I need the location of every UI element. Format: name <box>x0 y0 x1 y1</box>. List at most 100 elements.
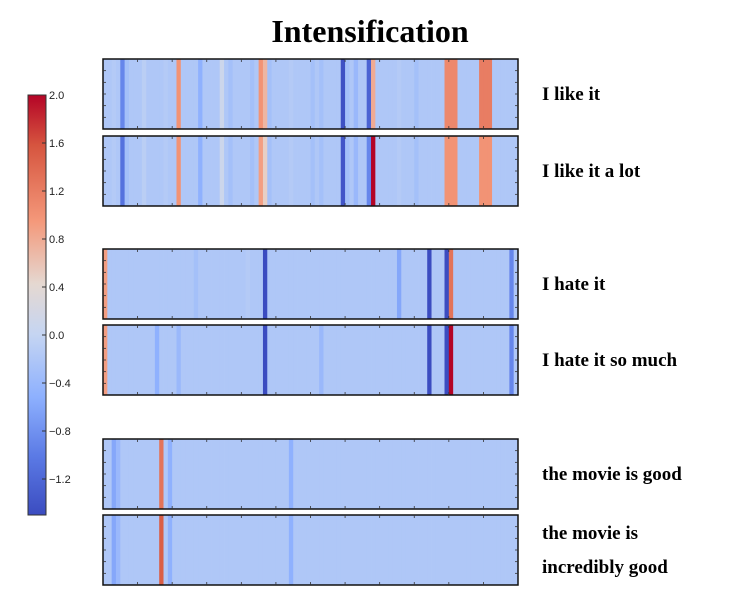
heatmap-cell <box>366 325 372 395</box>
row-label: I like it <box>542 84 601 105</box>
heatmap-cell <box>293 249 298 319</box>
heatmap-cell <box>224 136 229 206</box>
heatmap-cell <box>198 515 203 585</box>
heatmap-cell <box>500 325 506 395</box>
heatmap-cell <box>444 515 450 585</box>
heatmap-cell <box>293 59 298 129</box>
heatmap-cell <box>215 59 221 129</box>
heatmap-cell <box>107 515 113 585</box>
heatmap-cell <box>150 439 156 509</box>
heatmap-cell <box>267 439 272 509</box>
heatmap-cell <box>146 325 151 395</box>
heatmap-cell <box>409 136 415 206</box>
heatmap-cell <box>271 515 277 585</box>
heatmap-cell <box>258 249 264 319</box>
heatmap-cell <box>249 59 255 129</box>
heatmap-cell <box>396 136 402 206</box>
heatmap-cell <box>237 439 242 509</box>
heatmap-cell <box>150 59 156 129</box>
heatmap-cell <box>466 325 471 395</box>
heatmap-cell <box>349 136 355 206</box>
heatmap-cell <box>301 439 307 509</box>
heatmap-cell <box>275 136 281 206</box>
heatmap-cell <box>146 136 151 206</box>
heatmap-cell <box>418 59 424 129</box>
heatmap-cell <box>237 325 242 395</box>
heatmap-cell <box>262 136 268 206</box>
heatmap-cell <box>332 59 337 129</box>
heatmap-cell <box>496 59 502 129</box>
heatmap-cell <box>267 136 272 206</box>
heatmap-cell <box>336 249 342 319</box>
heatmap-cell <box>336 325 342 395</box>
heatmap-cell <box>111 249 117 319</box>
heatmap-cell <box>496 325 502 395</box>
heatmap-cell <box>137 515 143 585</box>
heatmap-cell <box>466 59 471 129</box>
heatmap-cell <box>128 249 134 319</box>
heatmap-cell <box>137 249 143 319</box>
heatmap-cell <box>215 136 221 206</box>
heatmap-cell <box>202 136 208 206</box>
heatmap-cell <box>496 515 502 585</box>
heatmap-cell <box>258 59 264 129</box>
heatmap-cell <box>219 249 225 319</box>
heatmap-cell <box>271 325 277 395</box>
heatmap-cell <box>371 439 376 509</box>
heatmap-cell <box>448 59 454 129</box>
heatmap-cell <box>241 136 247 206</box>
heatmap-cell <box>362 136 368 206</box>
heatmap-cell <box>288 249 294 319</box>
heatmap-cell <box>505 325 510 395</box>
heatmap-cell <box>219 515 225 585</box>
heatmap-cell <box>431 515 437 585</box>
heatmap-cell <box>180 59 186 129</box>
heatmap-cell <box>440 325 445 395</box>
heatmap-cell <box>483 59 489 129</box>
heatmap-cell <box>176 59 182 129</box>
heatmap-row: I like it a lot <box>102 135 641 207</box>
heatmap-row: I like it <box>102 58 601 130</box>
heatmap-cell <box>280 439 285 509</box>
heatmap-cell <box>163 59 169 129</box>
heatmap-cell <box>180 325 186 395</box>
heatmap-cell <box>392 439 398 509</box>
heatmap-cell <box>176 325 182 395</box>
heatmap-cell <box>358 515 363 585</box>
heatmap-cell <box>293 439 298 509</box>
heatmap-cell <box>466 249 471 319</box>
heatmap-cell <box>358 249 363 319</box>
heatmap-cell <box>267 59 272 129</box>
row-label: I hate it so much <box>542 350 678 371</box>
heatmap-cell <box>198 249 203 319</box>
heatmap-cell <box>349 439 355 509</box>
heatmap-cell <box>185 59 190 129</box>
heatmap-cell <box>163 439 169 509</box>
heatmap-cell <box>358 59 363 129</box>
heatmap-cell <box>232 249 238 319</box>
heatmap-cell <box>262 325 268 395</box>
heatmap-cell <box>479 439 484 509</box>
heatmap-cell <box>111 515 117 585</box>
heatmap-cell <box>500 59 506 129</box>
heatmap-cell <box>211 325 216 395</box>
heatmap-cell <box>224 59 229 129</box>
colorbar-tick-label: 1.2 <box>49 186 64 198</box>
heatmap-cell <box>336 515 342 585</box>
heatmap-cell <box>366 249 372 319</box>
heatmap-cell <box>487 249 493 319</box>
heatmap-cell <box>505 59 510 129</box>
heatmap-cell <box>353 59 359 129</box>
heatmap-cell <box>280 249 285 319</box>
heatmap-cell <box>448 439 454 509</box>
heatmap-cell <box>271 249 277 319</box>
heatmap-cell <box>310 325 316 395</box>
heatmap-cell <box>444 249 450 319</box>
heatmap-cell <box>284 439 290 509</box>
heatmap-cell <box>154 325 160 395</box>
heatmap-cell <box>487 515 493 585</box>
heatmap-cell <box>180 439 186 509</box>
heatmap-cell <box>206 59 212 129</box>
heatmap-cell <box>154 439 160 509</box>
heatmap-cell <box>310 439 316 509</box>
